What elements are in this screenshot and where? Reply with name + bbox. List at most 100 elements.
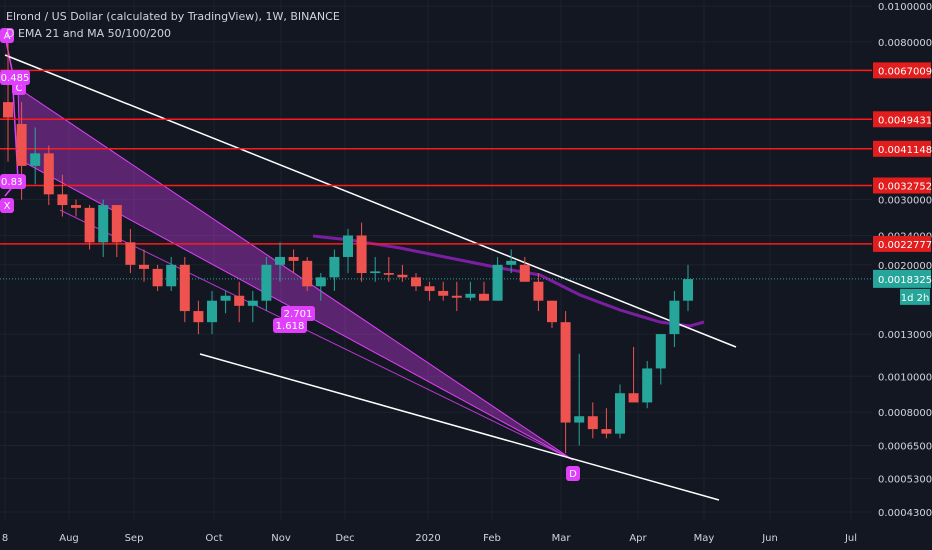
time-tick: 8 [2, 533, 8, 544]
candle-body [43, 153, 54, 195]
candle-body [57, 194, 68, 206]
time-axis-bg [0, 520, 932, 550]
candle-body [451, 295, 462, 298]
candle-body [492, 264, 503, 301]
descending-resistance-line [4, 54, 737, 348]
time-tick: Jul [844, 533, 857, 544]
candle-body [71, 205, 81, 208]
candle-body [288, 256, 299, 261]
candle-body [397, 274, 408, 278]
candle-body [84, 207, 95, 243]
time-tick: Feb [483, 533, 501, 544]
candle-body [479, 293, 489, 301]
candle-body [98, 205, 109, 243]
candle-body [628, 393, 639, 403]
candle-body [275, 256, 285, 265]
candle-body [193, 311, 204, 323]
trendlines[interactable] [4, 54, 737, 501]
ema-line [312, 234, 705, 328]
level-price-tag [873, 235, 931, 252]
xabcd-triangle [17, 87, 574, 461]
candle-body [547, 300, 557, 323]
candle-body [220, 295, 231, 301]
label-d-bg [566, 466, 580, 481]
time-tick: Dec [335, 533, 354, 544]
ema-21-line [312, 234, 705, 328]
price-axis[interactable]: 0.010000000.008000000.003000000.00240000… [872, 0, 932, 520]
label-c: C [16, 83, 23, 94]
time-tick: Jun [761, 533, 778, 544]
candle-body [669, 300, 680, 335]
level-price-text: 0.00411481 [878, 145, 932, 156]
chart-legend: Elrond / US Dollar (calculated by Tradin… [6, 8, 340, 42]
time-tick: Oct [205, 533, 222, 544]
candle-body [139, 264, 149, 269]
bar-countdown-text: 1d 2h [901, 293, 930, 304]
label-b: B [16, 177, 23, 188]
candle-body [519, 264, 530, 282]
price-axis-bg [872, 0, 932, 520]
level-price-text: 0.00227776 [878, 240, 932, 251]
level-price-tag [873, 140, 931, 157]
candle-body [615, 393, 625, 434]
current-price-tag [873, 269, 931, 288]
time-tick: Aug [59, 533, 79, 544]
candle-body [560, 322, 571, 423]
level-price-tag [873, 62, 931, 79]
level-price-tag [873, 177, 931, 194]
candlestick-series [3, 41, 693, 454]
fib-label-1618: 1.618 [276, 321, 305, 332]
symbol-title[interactable]: Elrond / US Dollar (calculated by Tradin… [6, 10, 340, 23]
time-tick: Mar [552, 533, 572, 544]
level-price-text: 0.00327522 [878, 181, 932, 192]
indicator-label[interactable]: D EMA 21 and MA 50/100/200 [6, 27, 172, 40]
candle-body [356, 235, 367, 274]
candle-body [601, 429, 612, 434]
xabcd-leg-bd [59, 209, 574, 461]
label-a-bg [0, 28, 14, 43]
candle-body [411, 277, 421, 287]
candle-body [642, 368, 653, 403]
candle-body [30, 153, 41, 166]
fib-label-08-bg [0, 174, 18, 189]
bar-countdown-tag [900, 288, 930, 305]
level-price-text: 0.00494313 [878, 115, 932, 126]
candle-body [329, 256, 340, 278]
label-d: D [569, 469, 577, 480]
candle-body [438, 290, 449, 296]
descending-support-line [199, 353, 720, 501]
candle-body [302, 260, 313, 287]
candle-body [655, 334, 666, 369]
candle-body [465, 293, 476, 298]
candle-body [125, 242, 136, 265]
level-price-tag [873, 111, 931, 128]
fib-label-2701: 2.701 [284, 309, 313, 320]
candle-body [506, 260, 517, 265]
candle-body [424, 286, 435, 291]
horizontal-levels[interactable] [0, 69, 872, 280]
time-tick: May [694, 533, 715, 544]
candle-body [533, 281, 544, 301]
level-price-text: 0.00670098 [878, 66, 932, 77]
candle-body [179, 264, 190, 312]
time-tick: 2020 [415, 533, 440, 544]
label-a: A [4, 31, 11, 42]
time-axis[interactable]: 8 Aug Sep Oct Nov Dec 2020 Feb Mar Apr May Jun Jul [0, 520, 932, 550]
candle-body [383, 273, 394, 275]
candle-body [587, 416, 598, 430]
current-price-text: 0.00183255 [878, 275, 932, 286]
candle-body [3, 102, 13, 118]
candle-body [247, 300, 258, 306]
time-tick: Nov [271, 533, 291, 544]
candle-body [166, 264, 177, 287]
candle-body [315, 277, 326, 287]
